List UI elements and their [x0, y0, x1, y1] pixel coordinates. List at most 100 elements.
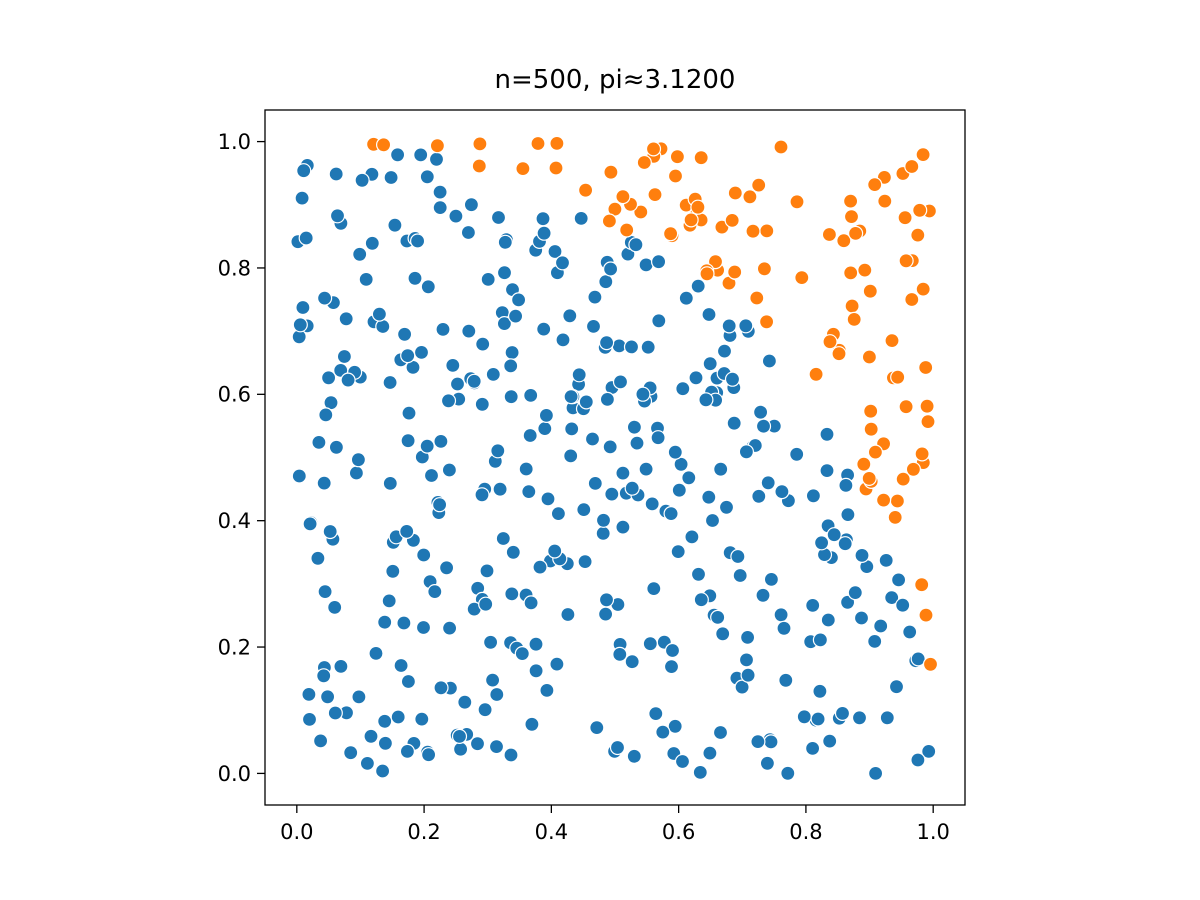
point-inside-circle — [763, 734, 779, 750]
point-inside-circle — [485, 672, 501, 688]
point-inside-circle — [718, 499, 735, 515]
point-outside-circle — [875, 492, 892, 508]
point-inside-circle — [750, 733, 766, 750]
point-inside-circle — [671, 482, 687, 498]
point-inside-circle — [490, 443, 506, 459]
point-outside-circle — [615, 189, 631, 205]
point-inside-circle — [505, 544, 521, 560]
x-tick-label: 0.0 — [280, 820, 313, 844]
point-inside-circle — [514, 645, 530, 662]
point-inside-circle — [612, 646, 628, 663]
point-inside-circle — [363, 728, 379, 744]
point-inside-circle — [477, 702, 493, 718]
point-inside-circle — [474, 487, 490, 503]
point-inside-circle — [485, 366, 501, 382]
point-inside-circle — [419, 438, 435, 454]
point-inside-circle — [413, 344, 430, 360]
point-inside-circle — [626, 748, 642, 764]
point-inside-circle — [441, 462, 457, 478]
point-outside-circle — [756, 261, 773, 277]
point-inside-circle — [522, 427, 538, 444]
point-inside-circle — [701, 306, 717, 323]
point-inside-circle — [629, 435, 645, 451]
point-inside-circle — [724, 371, 741, 387]
point-inside-circle — [587, 475, 603, 491]
point-inside-circle — [624, 654, 640, 670]
point-inside-circle — [780, 765, 796, 781]
point-inside-circle — [451, 728, 468, 745]
point-inside-circle — [539, 682, 555, 699]
point-outside-circle — [749, 290, 765, 306]
point-inside-circle — [612, 374, 629, 390]
point-inside-circle — [702, 745, 718, 761]
point-inside-circle — [702, 356, 718, 372]
point-inside-circle — [536, 321, 552, 337]
point-inside-circle — [536, 225, 552, 241]
point-inside-circle — [834, 705, 851, 722]
point-inside-circle — [584, 431, 601, 447]
point-inside-circle — [428, 151, 445, 167]
point-inside-circle — [321, 370, 337, 386]
point-inside-circle — [804, 740, 821, 757]
y-tick-label: 0.4 — [218, 509, 251, 533]
point-inside-circle — [851, 710, 868, 726]
point-inside-circle — [626, 419, 643, 435]
point-outside-circle — [577, 182, 594, 198]
point-inside-circle — [490, 209, 507, 226]
point-inside-circle — [469, 736, 486, 752]
point-outside-circle — [889, 493, 906, 509]
point-inside-circle — [577, 553, 593, 570]
point-inside-circle — [421, 747, 437, 763]
point-inside-circle — [595, 525, 611, 542]
point-inside-circle — [739, 629, 756, 646]
point-inside-circle — [504, 344, 520, 361]
point-inside-circle — [423, 467, 440, 484]
point-inside-circle — [377, 713, 393, 729]
point-inside-circle — [528, 663, 544, 679]
point-inside-circle — [713, 461, 729, 477]
point-inside-circle — [375, 318, 391, 335]
point-outside-circle — [645, 141, 662, 157]
point-outside-circle — [918, 607, 934, 623]
point-outside-circle — [376, 137, 392, 153]
point-inside-circle — [650, 254, 667, 270]
point-outside-circle — [707, 254, 724, 270]
point-outside-circle — [867, 177, 883, 193]
point-inside-circle — [385, 563, 401, 579]
point-inside-circle — [497, 234, 513, 250]
point-inside-circle — [453, 741, 469, 757]
point-inside-circle — [838, 477, 854, 493]
point-inside-circle — [528, 636, 544, 652]
x-tick-label: 1.0 — [916, 820, 949, 844]
point-inside-circle — [602, 261, 619, 277]
point-inside-circle — [615, 519, 631, 535]
point-inside-circle — [573, 210, 589, 226]
point-outside-circle — [863, 403, 879, 419]
point-inside-circle — [910, 752, 926, 768]
point-inside-circle — [400, 673, 416, 690]
point-inside-circle — [503, 358, 519, 374]
point-outside-circle — [751, 177, 767, 193]
point-outside-circle — [842, 193, 859, 209]
point-inside-circle — [732, 567, 748, 584]
point-inside-circle — [547, 543, 563, 559]
point-inside-circle — [837, 536, 853, 552]
point-inside-circle — [348, 465, 364, 481]
point-inside-circle — [496, 316, 512, 332]
point-inside-circle — [789, 446, 805, 462]
point-inside-circle — [738, 444, 755, 460]
point-inside-circle — [674, 753, 691, 770]
point-inside-circle — [847, 584, 863, 601]
point-inside-circle — [675, 381, 691, 397]
axes-spines — [264, 109, 966, 806]
point-inside-circle — [496, 265, 513, 281]
point-inside-circle — [550, 505, 567, 522]
point-outside-circle — [867, 444, 884, 460]
point-inside-circle — [396, 615, 412, 631]
y-tick-label: 0.2 — [218, 635, 251, 659]
point-inside-circle — [673, 456, 689, 472]
point-outside-circle — [683, 212, 699, 228]
point-inside-circle — [352, 246, 368, 262]
point-inside-circle — [316, 668, 332, 684]
point-inside-circle — [399, 523, 415, 540]
